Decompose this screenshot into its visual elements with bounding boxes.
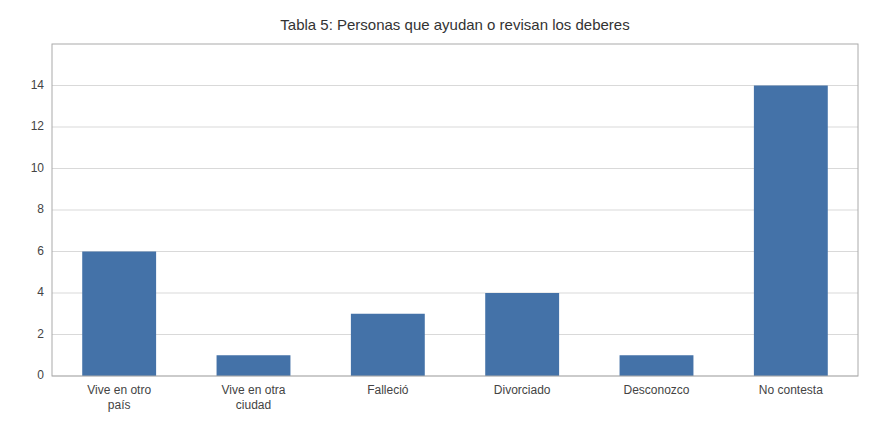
bar [82, 252, 156, 377]
bar [217, 355, 291, 376]
x-axis: Vive en otropaís Vive en otraciudad Fallec… [87, 383, 823, 412]
grid-line [52, 168, 858, 169]
bar [351, 314, 425, 376]
x-tick-label: Desconozco [623, 383, 689, 397]
grid-line [52, 251, 858, 252]
plot-frame [52, 44, 858, 376]
grid-line [52, 127, 858, 128]
y-tick-label: 12 [31, 119, 45, 133]
y-tick-label: 14 [31, 78, 45, 92]
y-axis: 0 2 4 6 8 10 12 14 [31, 78, 45, 383]
y-tick-label: 10 [31, 161, 45, 175]
bar [485, 293, 559, 376]
grid-line [52, 85, 858, 86]
x-tick-label: No contesta [759, 383, 823, 397]
chart-svg: 0 2 4 6 8 10 12 14 Vive en otropaís Vive en otrac… [0, 0, 882, 434]
grid-line [52, 293, 858, 294]
x-tick-label: Falleció [367, 383, 409, 397]
grid-line [52, 210, 858, 211]
title: Tabla 5: Personas que ayudan o revisan l… [280, 16, 629, 33]
bar [620, 355, 694, 376]
grid [52, 86, 858, 377]
y-tick-label: 2 [37, 327, 44, 341]
y-tick-label: 0 [37, 368, 44, 382]
y-tick-label: 4 [37, 285, 44, 299]
x-tick-label: Vive en otropaís [87, 383, 151, 412]
y-tick-label: 6 [37, 244, 44, 258]
y-tick-label: 8 [37, 202, 44, 216]
chart-container: 0 2 4 6 8 10 12 14 Vive en otropaís Vive en otrac… [0, 0, 882, 434]
plot-background [52, 44, 858, 376]
x-tick-label: Vive en otraciudad [222, 383, 286, 412]
bars [82, 86, 828, 377]
bar [754, 86, 828, 377]
x-tick-label: Divorciado [494, 383, 551, 397]
grid-line [52, 334, 858, 335]
